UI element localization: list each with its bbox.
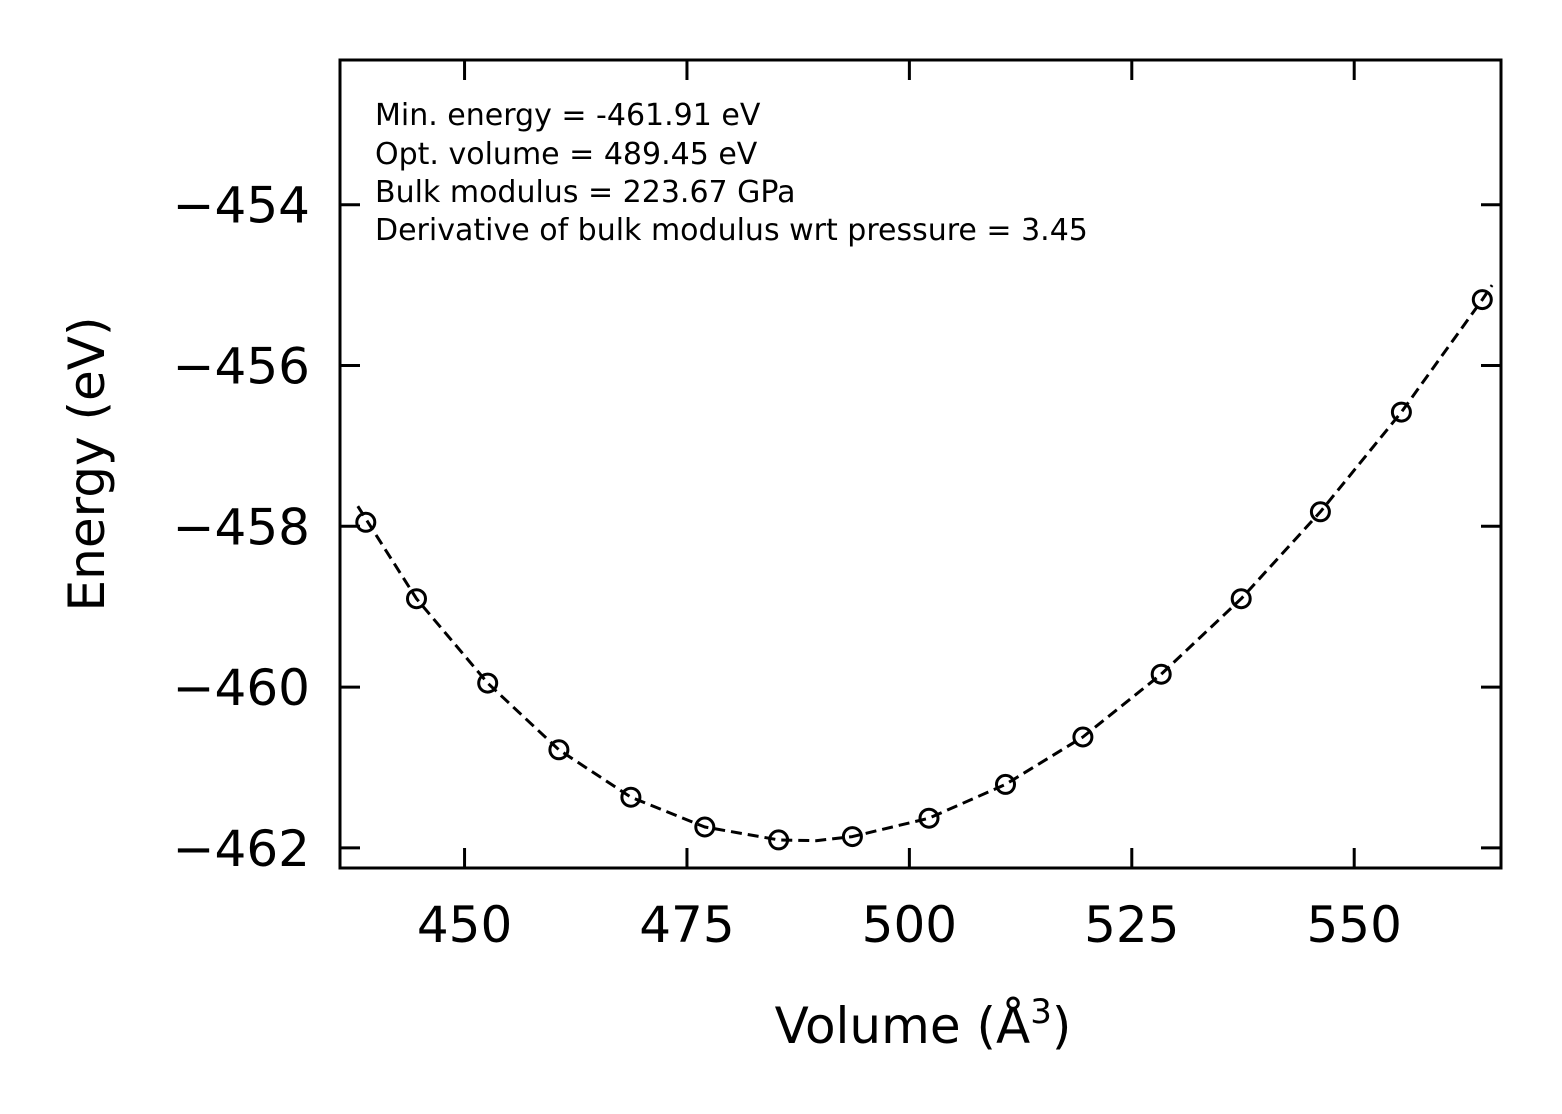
x-tick-label: 475 bbox=[639, 896, 734, 954]
data-point bbox=[1309, 501, 1331, 523]
x-tick-label: 500 bbox=[862, 896, 957, 954]
data-point bbox=[406, 588, 427, 610]
data-point bbox=[995, 773, 1016, 795]
fit-curve-layer bbox=[356, 284, 1494, 843]
y-axis-title: Energy (eV) bbox=[58, 317, 116, 612]
data-point bbox=[477, 672, 499, 694]
data-point bbox=[355, 511, 377, 533]
x-axis-title: Volume (Å3) bbox=[775, 992, 1072, 1055]
data-point bbox=[1150, 663, 1172, 685]
y-tick-label: −462 bbox=[173, 820, 310, 878]
annotation-bulk-modulus: Bulk modulus = 223.67 GPa bbox=[375, 175, 796, 210]
x-tick-label: 450 bbox=[417, 896, 512, 954]
annotation-bulk-modulus-derivative: Derivative of bulk modulus wrt pressure … bbox=[375, 213, 1088, 248]
data-point bbox=[1471, 289, 1493, 311]
x-axis-title-main: Volume (Å bbox=[775, 997, 1031, 1055]
data-point bbox=[1390, 401, 1412, 423]
y-tick-label: −458 bbox=[173, 498, 310, 556]
fit-curve bbox=[356, 284, 1494, 843]
data-point bbox=[548, 739, 570, 761]
axis-ticks bbox=[340, 60, 1501, 868]
data-point bbox=[1230, 588, 1252, 610]
y-tick-labels: −454 −456 −458 −460 −462 bbox=[173, 177, 310, 878]
data-point bbox=[768, 829, 790, 851]
annotation-box: Min. energy = -461.91 eV Opt. volume = 4… bbox=[375, 98, 1088, 248]
y-tick-label: −454 bbox=[173, 177, 310, 235]
annotation-min-energy: Min. energy = -461.91 eV bbox=[375, 98, 761, 133]
data-points-layer bbox=[355, 289, 1493, 851]
data-point bbox=[620, 786, 642, 808]
annotation-opt-volume: Opt. volume = 489.45 eV bbox=[375, 137, 758, 172]
data-point bbox=[918, 807, 940, 829]
x-tick-label: 525 bbox=[1084, 896, 1179, 954]
data-point bbox=[841, 826, 863, 848]
y-tick-label: −456 bbox=[173, 338, 310, 396]
data-point bbox=[694, 816, 716, 838]
plot-frame bbox=[338, 58, 1503, 870]
data-point bbox=[1072, 726, 1094, 748]
x-tick-labels: 450 475 500 525 550 bbox=[417, 896, 1402, 954]
x-axis-title-superscript: 3 bbox=[1030, 992, 1052, 1032]
x-tick-label: 550 bbox=[1306, 896, 1401, 954]
y-tick-label: −460 bbox=[173, 659, 310, 717]
x-axis-title-close: ) bbox=[1052, 997, 1072, 1055]
